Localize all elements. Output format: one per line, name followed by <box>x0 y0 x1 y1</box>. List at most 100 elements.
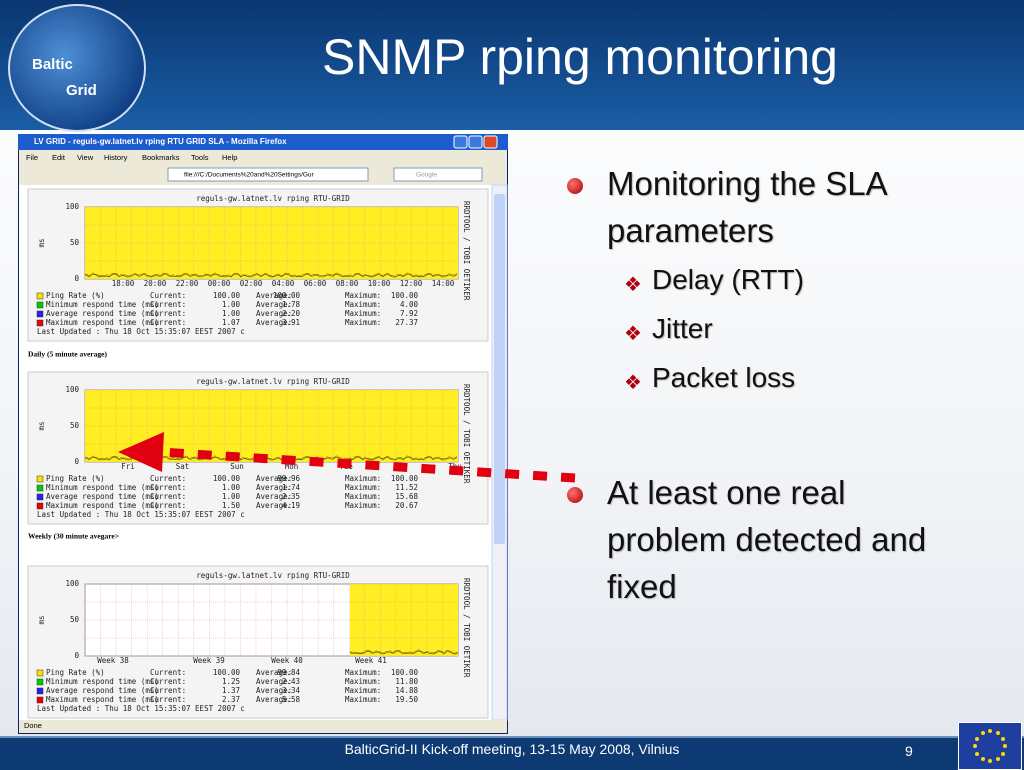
legend-label: Maximum: <box>345 309 381 318</box>
menu-item: Help <box>222 153 237 162</box>
legend-value: 2.37 <box>222 695 240 704</box>
x-tick-label: Week 41 <box>355 656 387 665</box>
legend-value: 99.96 <box>277 474 300 483</box>
sub-bullet-text: Jitter <box>652 313 713 344</box>
y-axis-label: ms <box>37 615 46 624</box>
y-axis-label: ms <box>37 238 46 247</box>
legend-swatch <box>36 696 44 704</box>
arrow-head <box>118 432 164 472</box>
window-button[interactable] <box>483 135 498 149</box>
x-tick-label: Mon <box>285 462 299 471</box>
last-updated: Last Updated : Thu 18 Oct 15:35:07 EEST … <box>37 510 245 519</box>
x-tick-label: 02:00 <box>240 279 263 288</box>
legend-label: Average: <box>256 291 292 300</box>
logo-text: Baltic <box>32 56 73 73</box>
flag-star <box>980 731 985 735</box>
legend-label: Maximum: <box>345 483 381 492</box>
y-tick-label: 0 <box>74 457 79 466</box>
trace-line <box>349 650 459 655</box>
legend-value: 1.25 <box>222 677 240 686</box>
window-button[interactable] <box>468 135 483 149</box>
browser-screenshot: LV GRID - reguls-gw.latnet.lv rping RTU … <box>18 134 508 734</box>
legend-value: 99.84 <box>277 668 300 677</box>
legend-label: Current: <box>150 309 186 318</box>
legend-label: Current: <box>150 318 186 327</box>
legend-name: Average respond time (ms) <box>46 309 159 318</box>
menu-item: Tools <box>191 153 209 162</box>
legend-name: Ping Rate (%) <box>46 668 105 677</box>
menu-bar <box>19 150 507 165</box>
flag-star <box>973 744 977 748</box>
legend-value: 5.58 <box>282 695 301 704</box>
slide-title: SNMP rping monitoring <box>322 29 838 85</box>
legend-value: 100.00 <box>213 291 241 300</box>
legend-value: 20.67 <box>395 501 418 510</box>
legend-label: Average: <box>256 677 292 686</box>
section-heading: Weekly (30 minute avegare> <box>28 532 119 541</box>
x-tick-label: Week 40 <box>271 656 303 665</box>
legend-label: Average: <box>256 668 292 677</box>
x-tick-label: 00:00 <box>208 279 231 288</box>
legend-label: Maximum: <box>345 474 381 483</box>
legend-value: 27.37 <box>395 318 418 327</box>
legend-name: Maximum respond time (ms) <box>46 318 159 327</box>
legend-label: Average: <box>256 300 292 309</box>
legend-swatch <box>36 301 44 309</box>
legend-swatch <box>36 669 44 677</box>
y-tick-label: 100 <box>65 579 79 588</box>
legend-value: 1.37 <box>222 686 240 695</box>
legend-value: 15.68 <box>395 492 418 501</box>
legend-label: Maximum: <box>345 492 381 501</box>
legend-label: Maximum: <box>345 677 381 686</box>
legend-value: 1.74 <box>282 483 301 492</box>
legend-value: 14.88 <box>395 686 418 695</box>
window-title: LV GRID - reguls-gw.latnet.lv rping RTU … <box>34 137 287 146</box>
legend-value: 100.00 <box>273 291 301 300</box>
scroll-thumb <box>494 194 505 544</box>
footer-text: BalticGrid-II Kick-off meeting, 13-15 Ma… <box>344 741 680 757</box>
eu-flag <box>958 722 1022 770</box>
legend-label: Average: <box>256 501 292 510</box>
trace-line <box>349 649 459 654</box>
legend-swatch <box>36 310 44 318</box>
legend-swatch <box>36 319 44 327</box>
x-tick-label: 08:00 <box>336 279 359 288</box>
legend-label: Maximum: <box>345 318 381 327</box>
menu-item: Bookmarks <box>142 153 180 162</box>
graph-title: reguls-gw.latnet.lv rping RTU-GRID <box>196 377 350 386</box>
flag-star <box>975 736 979 741</box>
legend-label: Maximum: <box>345 695 381 704</box>
legend-name: Minimum respond time (ms) <box>46 677 159 686</box>
legend-value: 11.52 <box>395 483 418 492</box>
legend-value: 1.50 <box>222 501 241 510</box>
legend-value: 100.00 <box>391 474 419 483</box>
flag-star <box>995 756 1000 761</box>
x-tick-label: 04:00 <box>272 279 295 288</box>
x-tick-label: Week 38 <box>97 656 129 665</box>
x-tick-label: Sat <box>176 462 190 471</box>
title-bar <box>18 134 508 150</box>
bullet-dot <box>567 178 583 194</box>
legend-value: 2.20 <box>282 309 301 318</box>
x-tick-label: 10:00 <box>368 279 391 288</box>
legend-label: Current: <box>150 695 186 704</box>
last-updated: Last Updated : Thu 18 Oct 15:35:07 EEST … <box>37 704 245 713</box>
x-tick-label: 12:00 <box>400 279 423 288</box>
status-text: Done <box>24 721 42 730</box>
window-button[interactable] <box>453 135 468 149</box>
legend-value: 11.80 <box>395 677 418 686</box>
bullet-dot <box>567 487 583 503</box>
legend-value: 1.07 <box>222 318 240 327</box>
legend-label: Current: <box>150 501 186 510</box>
legend-value: 1.78 <box>282 300 301 309</box>
legend-name: Average respond time (ms) <box>46 686 159 695</box>
legend-name: Average respond time (ms) <box>46 492 159 501</box>
flag-star <box>980 756 985 761</box>
legend-swatch <box>36 502 44 510</box>
legend-name: Minimum respond time (ms) <box>46 300 159 309</box>
sub-bullet-text: Delay (RTT) <box>652 264 804 295</box>
address-field <box>167 167 369 182</box>
legend-label: Average: <box>256 483 292 492</box>
legend-swatch <box>36 292 44 300</box>
legend-label: Maximum: <box>345 501 381 510</box>
